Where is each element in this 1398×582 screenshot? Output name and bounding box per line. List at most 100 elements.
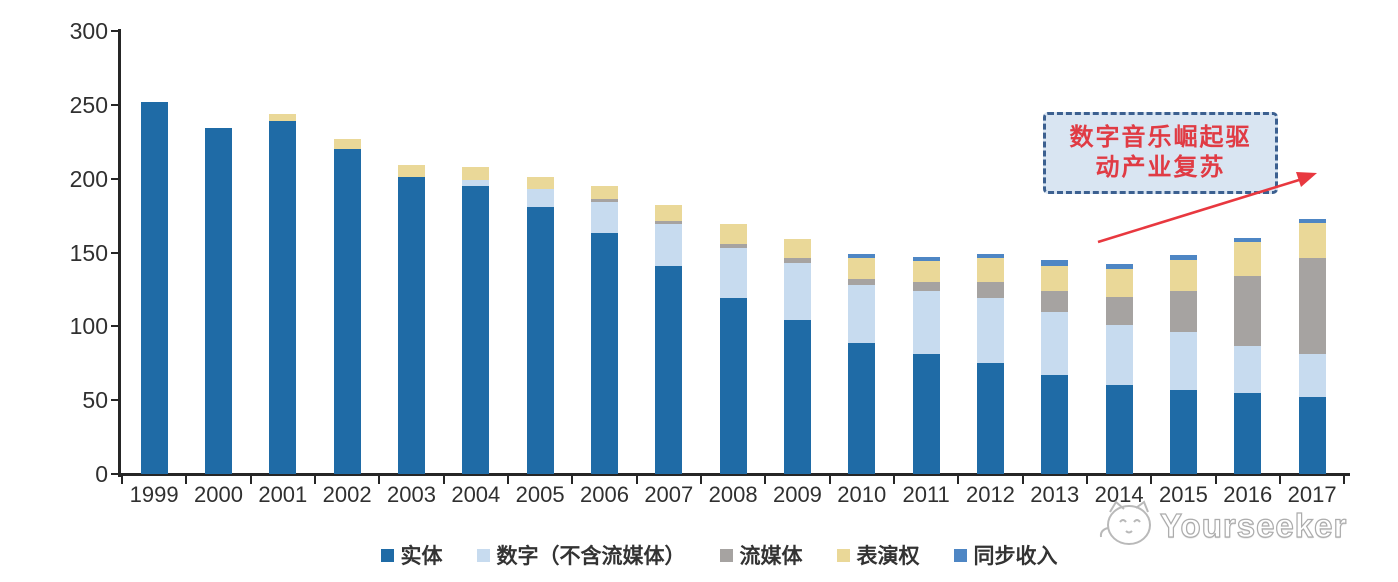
bar-2010-sync-revenue: [848, 253, 876, 259]
bar-2007-streaming: [655, 221, 683, 225]
y-axis-tick: [111, 103, 119, 106]
x-axis-tick: [121, 476, 123, 484]
x-axis-label-2004: 2004: [451, 482, 501, 507]
x-axis-tick: [1150, 476, 1153, 484]
y-axis-tick: [111, 473, 119, 475]
bar-2011-physical: [912, 354, 940, 474]
legend-swatch-sync-revenue: [953, 548, 967, 562]
bar-2012-performance-rights: [976, 258, 1004, 283]
bar-2017-digital-excl-streaming: [1298, 354, 1326, 398]
bar-2007-performance-rights: [655, 205, 683, 222]
x-axis-tick: [635, 476, 638, 484]
y-axis-label: 250: [69, 91, 108, 118]
bar-2006-digital-excl-streaming: [590, 202, 618, 234]
legend-label-physical: 实体: [400, 544, 443, 568]
bar-2013-physical: [1041, 375, 1069, 474]
x-axis-label-2007: 2007: [644, 482, 694, 507]
bar-2016-physical: [1234, 392, 1262, 474]
x-axis-label-2000: 2000: [194, 482, 243, 507]
bar-2001-performance-rights: [269, 113, 297, 122]
legend-swatch-performance-rights: [836, 548, 850, 562]
legend-label-sync-revenue: 同步收入: [973, 544, 1058, 568]
y-axis-tick: [111, 325, 119, 328]
x-axis-tick: [892, 476, 895, 484]
bar-2014-streaming: [1105, 296, 1133, 325]
bar-2013-sync-revenue: [1041, 259, 1069, 266]
x-axis-label-2013: 2013: [1030, 482, 1080, 507]
bar-2006-performance-rights: [590, 186, 618, 200]
bar-2016-sync-revenue: [1234, 237, 1262, 243]
bar-2015-digital-excl-streaming: [1169, 332, 1197, 390]
bar-2013-digital-excl-streaming: [1041, 311, 1069, 376]
bar-2013-streaming: [1041, 290, 1069, 312]
legend-item-streaming: 流媒体: [719, 540, 803, 570]
x-axis-label-2010: 2010: [837, 482, 887, 507]
y-axis-label: 0: [95, 461, 108, 487]
bar-2011-performance-rights: [912, 261, 940, 283]
bar-1999-physical: [140, 101, 168, 474]
bar-2016-digital-excl-streaming: [1234, 345, 1262, 393]
bar-2014-physical: [1105, 385, 1133, 474]
bar-2017-sync-revenue: [1298, 218, 1326, 223]
x-axis-tick: [957, 476, 960, 484]
bar-2008-physical: [719, 298, 747, 474]
bar-2016-performance-rights: [1234, 242, 1262, 277]
bar-2011-sync-revenue: [912, 256, 940, 262]
x-axis-label-1999: 1999: [129, 482, 179, 507]
bar-2000-physical: [204, 128, 232, 474]
bar-2002-performance-rights: [333, 138, 361, 150]
y-axis-line: [118, 29, 121, 477]
legend-label-streaming: 流媒体: [739, 544, 803, 568]
bar-2009-performance-rights: [783, 239, 811, 259]
legend-label-digital-excl-streaming: 数字（不含流媒体）: [496, 544, 686, 568]
legend-swatch-digital-excl-streaming: [476, 548, 490, 562]
bar-2007-physical: [655, 265, 683, 474]
y-axis-tick: [111, 30, 119, 32]
legend-swatch-physical: [380, 548, 394, 562]
x-axis-tick: [1021, 476, 1024, 484]
x-axis-tick: [506, 476, 509, 484]
y-axis-tick: [111, 251, 119, 254]
watermark-text: Yourseeker: [1159, 506, 1348, 544]
x-axis-tick: [442, 476, 445, 484]
bar-2010-performance-rights: [848, 258, 876, 280]
x-axis-tick: [185, 476, 188, 484]
annotation-box: 数字音乐崛起驱 动产业复苏: [1043, 112, 1278, 194]
annotation-text-line2: 动产业复苏: [1095, 155, 1226, 181]
y-axis-tick: [111, 399, 119, 402]
x-axis-tick: [764, 476, 767, 484]
bar-2016-streaming: [1234, 276, 1262, 346]
x-axis-label-2011: 2011: [902, 482, 950, 507]
bar-2009-digital-excl-streaming: [783, 262, 811, 321]
legend-item-sync-revenue: 同步收入: [953, 540, 1058, 570]
bar-2001-physical: [269, 121, 297, 474]
bar-2005-physical: [526, 206, 554, 474]
x-axis-label-2008: 2008: [708, 482, 758, 507]
bar-2004-digital-excl-streaming: [462, 180, 490, 187]
x-axis-label-2009: 2009: [772, 482, 822, 507]
bar-2005-performance-rights: [526, 177, 554, 189]
x-axis-tick: [1085, 476, 1088, 484]
bar-2010-physical: [848, 342, 876, 474]
bar-2009-physical: [783, 320, 811, 474]
bar-2010-streaming: [848, 279, 876, 285]
bar-2007-digital-excl-streaming: [655, 224, 683, 266]
x-axis-tick: [249, 476, 252, 484]
bar-2012-sync-revenue: [976, 253, 1004, 259]
x-axis-label-2017: 2017: [1287, 482, 1337, 507]
x-axis-label-2001: 2001: [258, 482, 308, 507]
bar-2009-streaming: [783, 258, 811, 263]
legend-item-performance-rights: 表演权: [836, 540, 920, 570]
x-axis-tick: [828, 476, 831, 484]
bar-2002-physical: [333, 149, 361, 474]
legend: 实体 数字（不含流媒体） 流媒体 表演权 同步收入: [0, 540, 1398, 570]
y-axis-label: 300: [69, 18, 108, 44]
bar-2014-sync-revenue: [1105, 264, 1133, 269]
x-axis-tick: [571, 476, 574, 484]
bar-2011-streaming: [912, 282, 940, 291]
bar-2017-streaming: [1298, 258, 1326, 355]
bar-2012-digital-excl-streaming: [976, 298, 1004, 364]
x-axis-tick: [1278, 476, 1281, 484]
bar-2015-physical: [1169, 389, 1197, 474]
